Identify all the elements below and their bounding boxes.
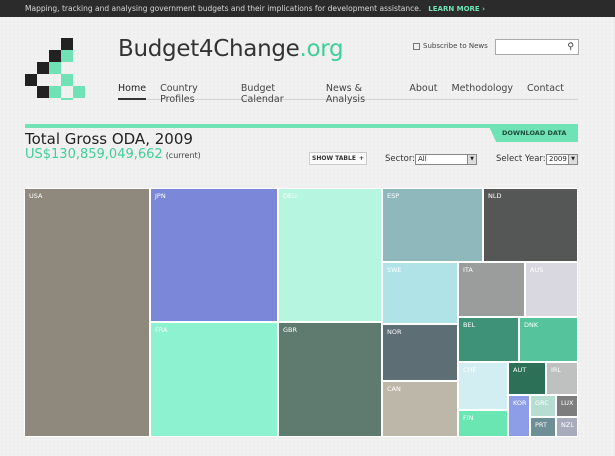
plus-icon: + [358, 155, 364, 162]
rss-icon [413, 42, 420, 50]
treemap-tile-nzl[interactable]: NZL [556, 417, 578, 437]
treemap-tile-aut[interactable]: AUT [508, 362, 546, 395]
nav-news-analysis[interactable]: News & Analysis [325, 83, 366, 105]
year-select[interactable]: 2009 ▼ [546, 154, 578, 165]
treemap-tile-grc[interactable]: GRC [530, 395, 556, 417]
section-divider [25, 124, 578, 128]
main-nav: Home Country Profiles Budget Calendar Ne… [118, 78, 578, 105]
treemap-tile-esp[interactable]: ESP [382, 188, 483, 262]
report-amount: US$130,859,049,662 (current) [25, 147, 201, 162]
treemap-tile-swe[interactable]: SWE [382, 262, 458, 324]
treemap-tile-can[interactable]: CAN [382, 381, 458, 437]
treemap-tile-lux[interactable]: LUX [556, 395, 578, 417]
treemap-tile-fin[interactable]: FIN [458, 410, 508, 437]
treemap-tile-nor[interactable]: NOR [382, 324, 458, 381]
treemap-tile-usa[interactable]: USA [24, 188, 150, 437]
sector-label: Sector: [385, 154, 416, 164]
subscribe-link[interactable]: Subscribe to News [413, 42, 488, 50]
nav-country-profiles[interactable]: Country Profiles [160, 83, 198, 105]
treemap-tile-gbr[interactable]: GBR [278, 322, 382, 437]
treemap-tile-irl[interactable]: IRL [546, 362, 578, 395]
treemap-tile-ita[interactable]: ITA [458, 262, 525, 317]
show-table-button[interactable]: SHOW TABLE + [309, 152, 367, 165]
treemap-tile-kor[interactable]: KOR [508, 395, 530, 437]
treemap-tile-dnk[interactable]: DNK [519, 317, 578, 362]
treemap-tile-che[interactable]: CHE [458, 362, 508, 410]
magnifier-icon[interactable]: ⚲ [567, 42, 574, 52]
nav-methodology[interactable]: Methodology [451, 83, 514, 94]
download-data-button[interactable]: DOWNLOAD DATA [488, 124, 578, 142]
chevron-down-icon: ▼ [568, 155, 577, 164]
nav-about[interactable]: About [409, 83, 438, 94]
top-banner: Mapping, tracking and analysing governme… [0, 0, 615, 17]
sector-select[interactable]: All ▼ [415, 154, 477, 165]
chevron-down-icon: ▼ [467, 155, 476, 164]
treemap-tile-nld[interactable]: NLD [483, 188, 578, 262]
oda-treemap: USA JPN FRA DEU GBR ESP NLD SWE NOR CAN ITA AUS BEL D… [24, 188, 578, 437]
treemap-tile-jpn[interactable]: JPN [150, 188, 278, 322]
site-title[interactable]: Budget4Change.org [118, 36, 344, 62]
treemap-tile-deu[interactable]: DEU [278, 188, 382, 322]
treemap-tile-aus[interactable]: AUS [525, 262, 578, 317]
nav-home[interactable]: Home [118, 78, 147, 100]
treemap-tile-bel[interactable]: BEL [458, 317, 519, 362]
learn-more-link[interactable]: LEARN MORE › [428, 4, 486, 13]
report-title: Total Gross ODA, 2009 [25, 130, 193, 148]
year-label: Select Year: [496, 154, 546, 164]
search-input[interactable]: ⚲ [495, 39, 579, 55]
nav-budget-calendar[interactable]: Budget Calendar [240, 83, 284, 105]
treemap-tile-fra[interactable]: FRA [150, 322, 278, 437]
nav-contact[interactable]: Contact [527, 83, 564, 94]
banner-message: Mapping, tracking and analysing governme… [25, 4, 422, 13]
logo[interactable] [25, 38, 85, 100]
treemap-tile-prt[interactable]: PRT [530, 417, 556, 437]
